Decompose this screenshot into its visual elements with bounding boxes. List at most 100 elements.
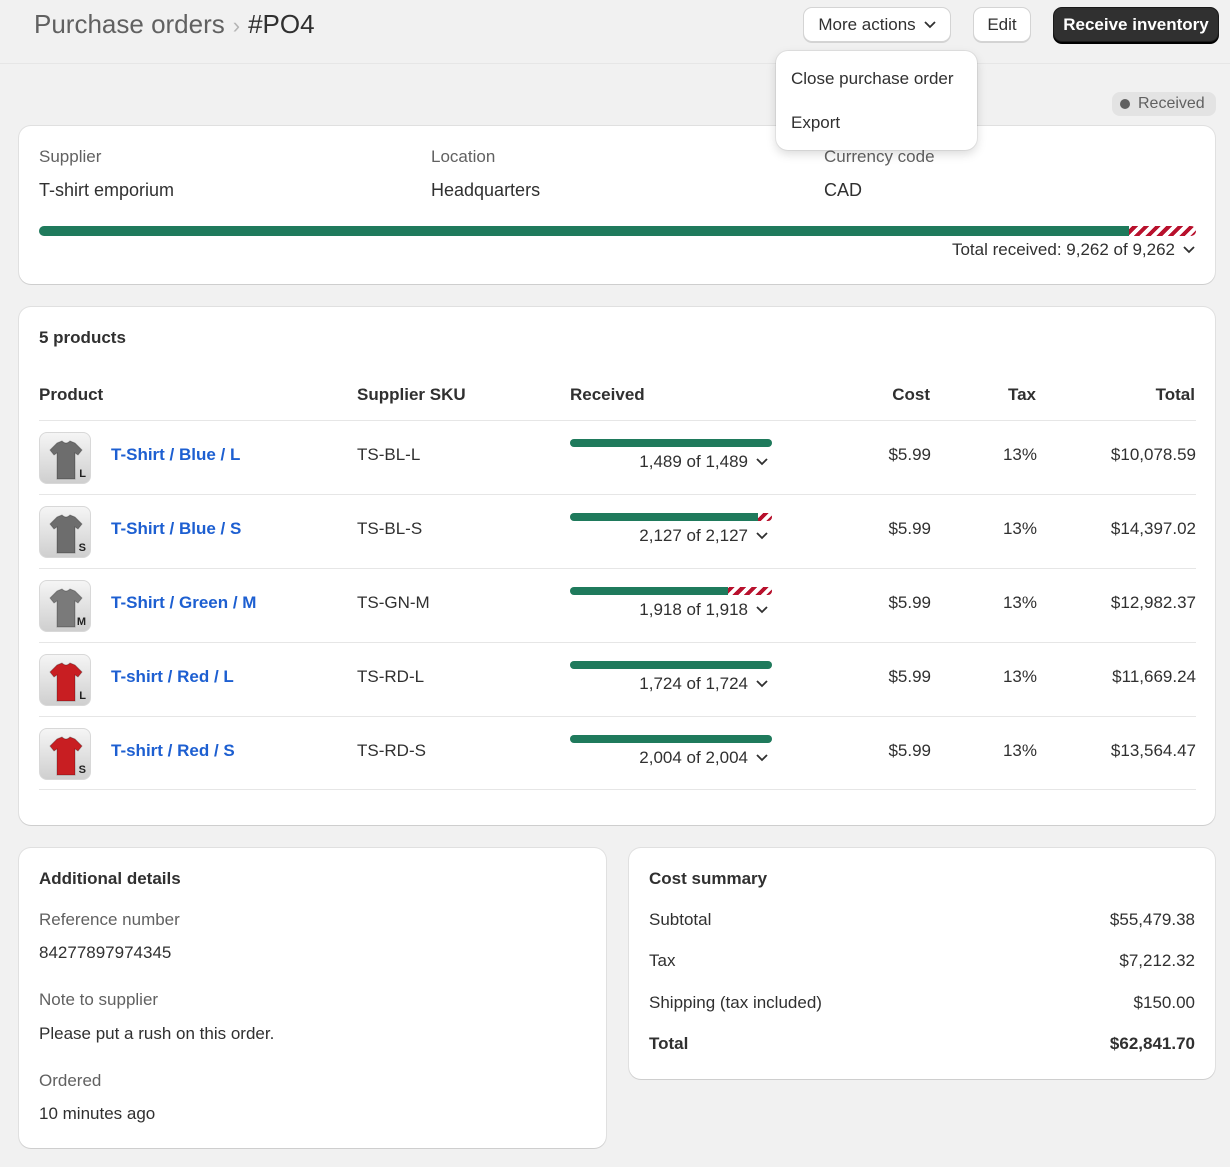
supplier-value: T-shirt emporium [39,180,175,200]
status-dot-icon [1120,99,1130,109]
received-toggle[interactable]: 2,004 of 2,004 [570,748,772,768]
product-link[interactable]: T-shirt / Red / L [111,667,234,686]
chevron-down-icon [1183,246,1195,254]
chevron-down-icon [756,754,768,762]
total-value: $62,841.70 [1109,1034,1195,1053]
column-header-received: Received [570,385,645,404]
cost-cell: $5.99 [888,445,931,464]
tax-value: $7,212.32 [1119,951,1195,970]
total-label: Total [649,1034,689,1053]
tshirt-icon [49,588,83,628]
menu-item-export[interactable]: Export [791,113,841,132]
cost-cell: $5.99 [888,519,931,538]
summary-title: Cost summary [649,869,768,888]
size-tag: L [79,468,86,480]
table-row: L T-Shirt / Blue / L TS-BL-L 1,489 of 1,489… [39,420,1196,494]
location-value: Headquarters [431,180,541,200]
rejected-fill [757,513,772,521]
rejected-fill [1128,226,1196,236]
chevron-down-icon [756,532,768,540]
product-link[interactable]: T-Shirt / Blue / L [111,445,241,464]
edit-button[interactable]: Edit [973,7,1031,42]
chevron-down-icon [756,606,768,614]
additional-details-card: Additional details Reference number 8427… [19,848,606,1148]
ordered-value: 10 minutes ago [39,1104,156,1123]
received-count: 2,127 of 2,127 [639,526,748,545]
cost-cell: $5.99 [888,741,931,760]
rejected-fill [727,587,772,595]
accepted-fill [570,439,772,447]
supplier-sku: TS-RD-S [357,741,426,760]
menu-item-close-purchase-order[interactable]: Close purchase order [791,69,954,88]
product-link[interactable]: T-shirt / Red / S [111,741,235,760]
accepted-fill [570,513,758,521]
total-cell: $13,564.47 [1110,741,1196,760]
table-row: S T-shirt / Red / S TS-RD-S 2,004 of 2,004 $… [39,716,1196,790]
total-received-text: Total received: 9,262 of 9,262 [951,240,1175,259]
column-header-total: Total [1155,385,1195,404]
chevron-down-icon [756,680,768,688]
location-label: Location [431,147,496,166]
received-toggle[interactable]: 1,724 of 1,724 [570,674,772,694]
total-cell: $12,982.37 [1110,593,1196,612]
tax-label: Tax [649,951,676,970]
products-card: 5 products Product Supplier SKU Received… [19,307,1215,825]
total-received-toggle[interactable]: Total received: 9,262 of 9,262 [952,240,1195,260]
received-count: 2,004 of 2,004 [639,748,748,767]
product-thumbnail[interactable]: M [39,580,91,632]
products-table: L T-Shirt / Blue / L TS-BL-L 1,489 of 1,489… [39,420,1196,790]
breadcrumb-purchase-orders[interactable]: Purchase orders [34,9,225,39]
currency-label: Currency code [824,147,935,166]
supplier-label: Supplier [39,147,102,166]
product-thumbnail[interactable]: S [39,728,91,780]
total-cell: $11,669.24 [1112,667,1196,686]
total-cell: $14,397.02 [1110,519,1196,538]
tshirt-icon [49,514,83,554]
order-info-card: Supplier T-shirt emporium Location Headq… [19,126,1215,284]
received-count: 1,918 of 1,918 [639,600,748,619]
product-link[interactable]: T-Shirt / Green / M [111,593,257,612]
subtotal-label: Subtotal [649,910,712,929]
product-link[interactable]: T-Shirt / Blue / S [111,519,242,538]
chevron-down-icon [924,20,936,28]
product-thumbnail[interactable]: S [39,506,91,558]
accepted-fill [39,226,1129,236]
note-value: Please put a rush on this order. [39,1024,275,1043]
received-toggle[interactable]: 2,127 of 2,127 [570,526,772,546]
cost-cell: $5.99 [888,593,931,612]
status-badge-label: Received [1138,95,1205,112]
accepted-fill [570,661,772,669]
size-tag: S [78,764,86,776]
shipping-value: $150.00 [1133,993,1195,1012]
tshirt-icon [49,440,83,480]
order-number: #PO4 [248,9,315,39]
supplier-sku: TS-BL-L [357,445,421,464]
tax-cell: 13% [1002,741,1037,760]
total-row: Total $62,841.70 [649,1034,1195,1054]
cost-cell: $5.99 [888,667,931,686]
column-header-cost: Cost [892,385,930,404]
table-row: S T-Shirt / Blue / S TS-BL-S 2,127 of 2,127… [39,494,1196,568]
receive-inventory-button[interactable]: Receive inventory [1053,7,1219,42]
tax-cell: 13% [1002,445,1037,464]
more-actions-button[interactable]: More actions [803,7,951,42]
product-thumbnail[interactable]: L [39,654,91,706]
column-header-sku: Supplier SKU [357,385,466,404]
tax-cell: 13% [1002,667,1037,686]
page-title: Purchase orders › #PO4 [34,9,315,40]
reference-number-label: Reference number [39,910,180,929]
product-thumbnail[interactable]: L [39,432,91,484]
supplier-sku: TS-GN-M [357,593,430,612]
column-header-product: Product [39,385,104,404]
more-actions-menu: Close purchase order Export [776,51,977,150]
chevron-down-icon [756,458,768,466]
received-toggle[interactable]: 1,489 of 1,489 [570,452,772,472]
tax-row: Tax $7,212.32 [649,951,1195,971]
received-progress-bar [570,513,772,521]
size-tag: M [76,616,86,628]
details-title: Additional details [39,869,181,888]
supplier-sku: TS-BL-S [357,519,423,538]
status-badge: Received [1112,92,1216,116]
received-toggle[interactable]: 1,918 of 1,918 [570,600,772,620]
received-count: 1,489 of 1,489 [639,452,748,471]
